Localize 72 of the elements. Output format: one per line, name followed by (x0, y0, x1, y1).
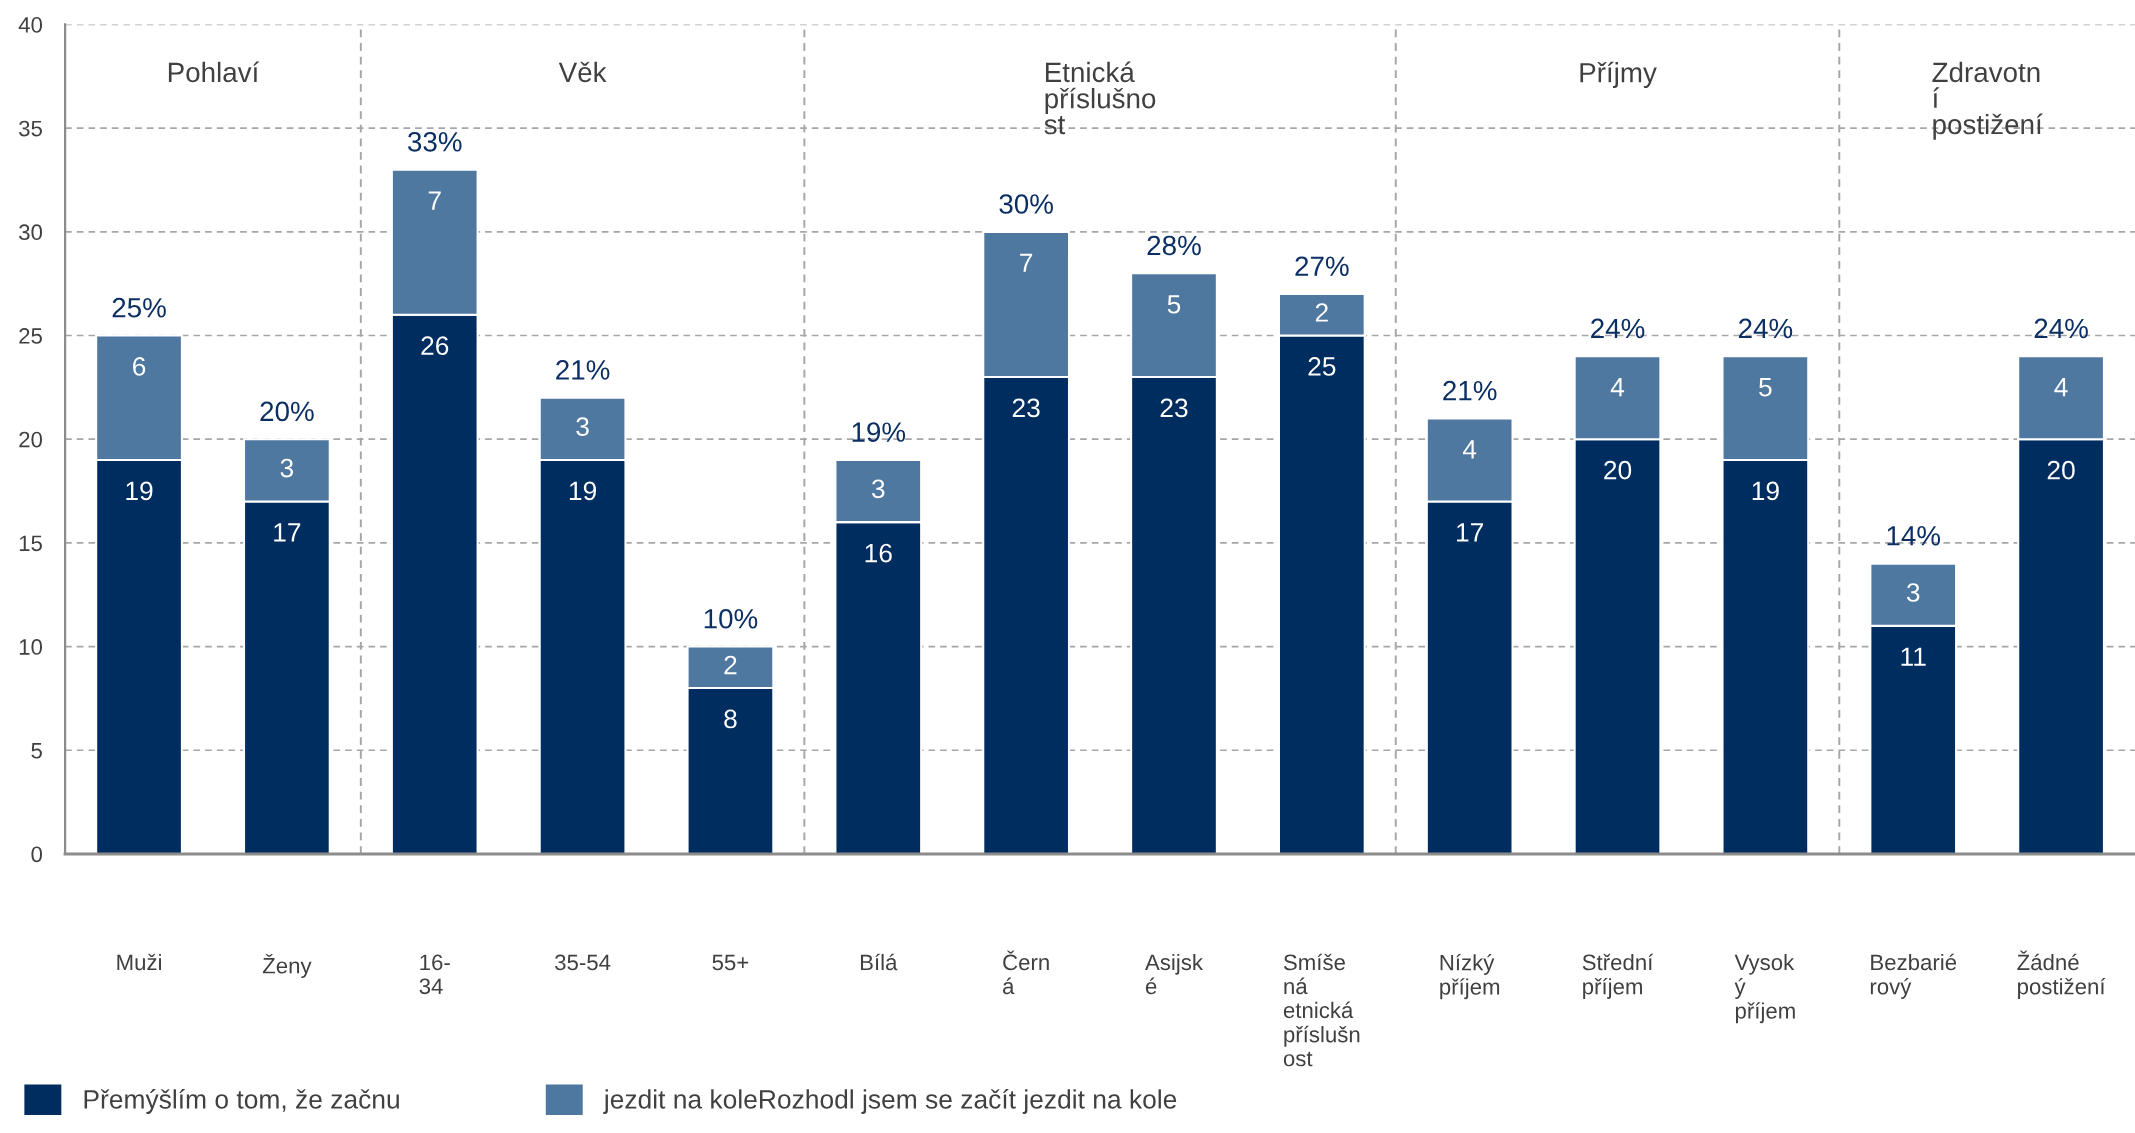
y-tick-label: 20 (19, 431, 43, 448)
data-label: 2 (724, 655, 737, 675)
x-tick-label: 55+ (712, 954, 749, 971)
data-label: 3 (871, 479, 885, 499)
x-tick-label: Střední příjem (1582, 953, 1654, 999)
data-label: 19 (569, 481, 597, 501)
total-label: 33% (408, 131, 462, 152)
total-label: 21% (1443, 380, 1497, 401)
data-label: 20 (2047, 460, 2075, 480)
total-label: 28% (1147, 235, 1201, 256)
total-label: 10% (704, 608, 758, 629)
annotation: Věk (558, 61, 607, 83)
data-label: 17 (1457, 523, 1484, 542)
y-tick-label: 10 (19, 639, 43, 655)
total-label: 20% (260, 401, 314, 422)
y-tick-label: 40 (18, 17, 43, 33)
total-label: 30% (999, 194, 1053, 214)
data-label: 26 (421, 336, 449, 356)
data-label: 6 (133, 357, 146, 376)
data-label: 23 (1012, 398, 1040, 418)
y-tick-label: 35 (19, 120, 42, 137)
annotation: Příjmy (1580, 61, 1657, 89)
data-label: 8 (724, 709, 737, 729)
data-label: 19 (126, 481, 153, 501)
data-label: 3 (280, 458, 294, 478)
data-label: 25 (1308, 357, 1336, 376)
y-tick-label: 15 (19, 535, 42, 552)
annotation: Zdravotn í postižení (1932, 61, 2043, 140)
total-label: 24% (1591, 318, 1645, 339)
x-tick-label: Ženy (262, 953, 312, 978)
data-label: 3 (576, 417, 589, 436)
data-label: 3 (1906, 583, 1920, 602)
y-tick-label: 0 (31, 846, 43, 863)
data-label: 11 (1901, 647, 1926, 666)
data-label: 23 (1160, 398, 1188, 418)
x-tick-label: Nízký příjem (1440, 953, 1500, 1000)
x-tick-label: Bezbarié rový (1870, 953, 1957, 999)
data-label: 7 (428, 191, 441, 210)
x-tick-label: Asijsk é (1145, 953, 1204, 995)
x-tick-label: Smíše ná etnická příslušn ost (1283, 953, 1360, 1067)
data-label: 2 (1315, 303, 1328, 322)
legend-label: jezdit na koleRozhodl jsem se začít jezdit na kole (603, 1089, 1177, 1114)
data-label: 19 (1752, 481, 1779, 501)
total-label: 24% (1738, 318, 1793, 339)
data-label: 4 (1462, 440, 1477, 459)
x-tick-label: 35-54 (555, 954, 611, 971)
annotation: Etnická příslušno st (1044, 61, 1156, 135)
data-label: 7 (1020, 253, 1033, 272)
data-label: 4 (2054, 378, 2068, 397)
data-label: 17 (274, 523, 301, 542)
x-tick-label: Žádné postižení (2017, 950, 2106, 999)
total-label: 27% (1295, 256, 1349, 276)
x-tick-label: Bílá (860, 953, 898, 971)
data-label: 20 (1604, 460, 1632, 480)
annotation: Pohlaví (168, 61, 260, 83)
total-label: 25% (112, 297, 166, 318)
total-label: 14% (1887, 526, 1941, 546)
x-tick-label: Čern á (1003, 950, 1049, 995)
total-label: 24% (2034, 318, 2088, 339)
data-label: 16 (865, 543, 892, 563)
y-tick-label: 25 (19, 328, 42, 344)
legend-label: Přemýšlím o tom, že začnu (84, 1089, 399, 1114)
data-label: 5 (1759, 378, 1772, 397)
y-tick-label: 30 (19, 224, 43, 241)
x-tick-label: 16- 34 (419, 954, 450, 995)
y-tick-label: 5 (31, 743, 42, 759)
x-tick-label: Muži (117, 953, 162, 971)
data-label: 4 (1610, 378, 1625, 397)
total-label: 19% (852, 422, 906, 442)
total-label: 21% (556, 360, 610, 380)
x-tick-label: Vysok ý příjem (1734, 953, 1795, 1024)
data-label: 5 (1167, 295, 1181, 314)
